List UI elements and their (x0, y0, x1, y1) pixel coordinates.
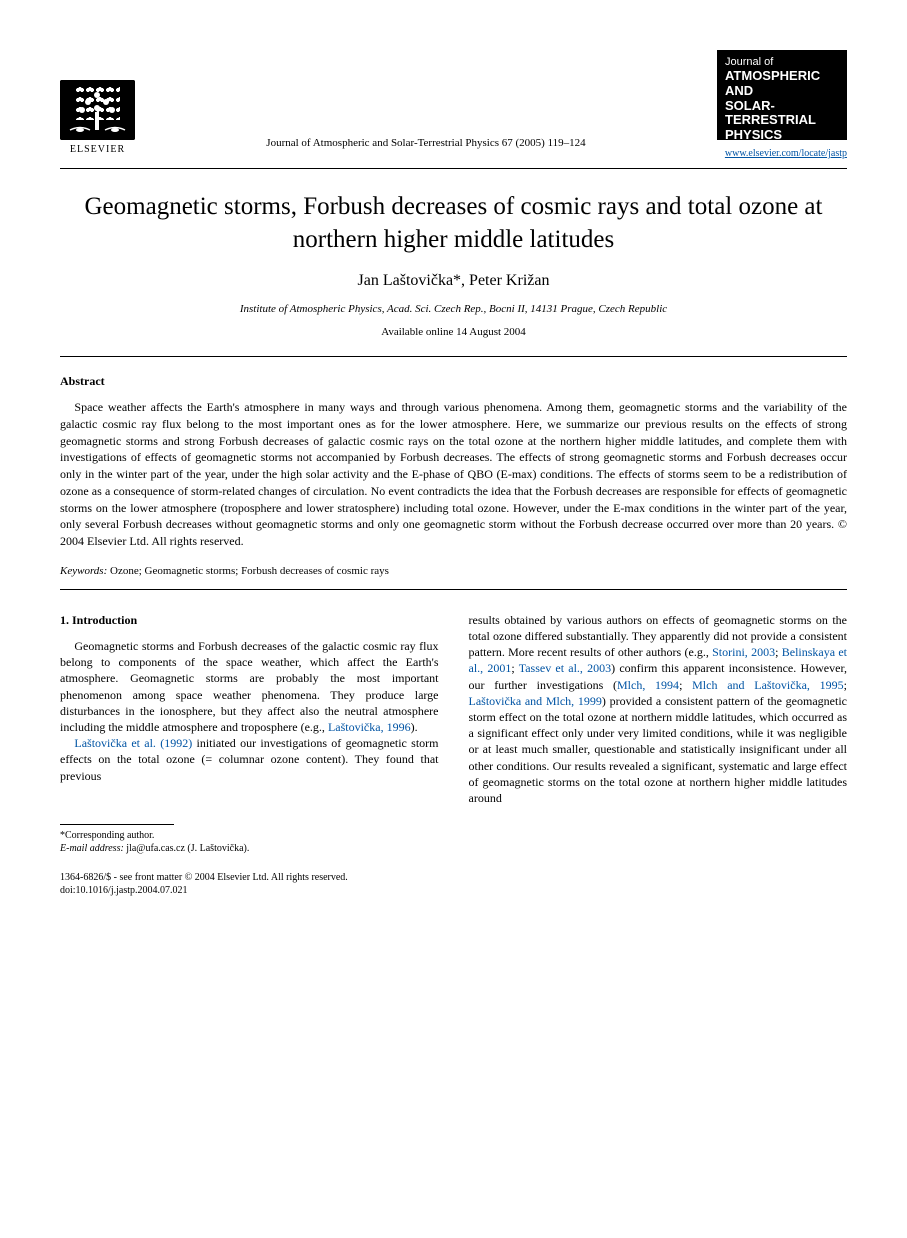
rp1-sep3: ; (679, 678, 692, 692)
right-paragraph-1: results obtained by various authors on e… (469, 612, 848, 806)
corresponding-author-footnote: *Corresponding author. (60, 829, 439, 842)
rp1-sep4: ; (844, 678, 847, 692)
journal-logo-container: Journal of ATMOSPHERIC AND SOLAR-TERREST… (717, 50, 847, 160)
intro-paragraph-1: Geomagnetic storms and Forbush decreases… (60, 638, 439, 735)
available-online-date: Available online 14 August 2004 (60, 325, 847, 340)
citation-lastovicka-mlch-1999[interactable]: Laštovička and Mlch, 1999 (469, 694, 602, 708)
citation-lastovicka-1996[interactable]: Laštovička, 1996 (328, 720, 411, 734)
author-list: Jan Laštovička*, Peter Križan (60, 270, 847, 292)
doi-line: doi:10.1016/j.jastp.2004.07.021 (60, 884, 847, 897)
publisher-name: ELSEVIER (60, 143, 135, 157)
publisher-logo: ELSEVIER (60, 80, 135, 160)
journal-logo-line1: Journal of (725, 56, 839, 69)
citation-tassev-2003[interactable]: Tassev et al., 2003 (519, 661, 611, 675)
keywords-line: Keywords: Ozone; Geomagnetic storms; For… (60, 564, 847, 579)
rp1-c: ) provided a consistent pattern of the g… (469, 694, 848, 805)
journal-logo-line3: SOLAR-TERRESTRIAL (725, 99, 839, 129)
abstract-heading: Abstract (60, 373, 847, 389)
citation-mlch-lastovicka-1995[interactable]: Mlch and Laštovička, 1995 (692, 678, 844, 692)
header-divider (60, 168, 847, 169)
citation-storini-2003[interactable]: Storini, 2003 (712, 645, 775, 659)
front-matter-line: 1364-6826/$ - see front matter © 2004 El… (60, 871, 847, 884)
journal-logo-line4: PHYSICS (725, 128, 839, 143)
journal-logo-line2: ATMOSPHERIC AND (725, 69, 839, 99)
email-address: jla@ufa.cas.cz (J. Laštovička). (126, 843, 249, 854)
article-title: Geomagnetic storms, Forbush decreases of… (60, 191, 847, 256)
body-columns: 1. Introduction Geomagnetic storms and F… (60, 612, 847, 855)
journal-url-link[interactable]: www.elsevier.com/locate/jastp (717, 147, 847, 161)
affiliation: Institute of Atmospheric Physics, Acad. … (60, 302, 847, 317)
page-header: ELSEVIER Journal of Atmospheric and Sola… (60, 50, 847, 160)
email-label: E-mail address: (60, 843, 124, 854)
rp1-sep2: ; (511, 661, 518, 675)
footnote-rule (60, 824, 174, 825)
elsevier-tree-icon (60, 80, 135, 140)
intro-paragraph-2: Laštovička et al. (1992) initiated our i… (60, 735, 439, 784)
title-bottom-divider (60, 356, 847, 357)
abstract-bottom-divider (60, 589, 847, 590)
journal-logo: Journal of ATMOSPHERIC AND SOLAR-TERREST… (717, 50, 847, 140)
rp1-sep1: ; (775, 645, 782, 659)
section-1-heading: 1. Introduction (60, 612, 439, 628)
citation-lastovicka-1992[interactable]: Laštovička et al. (1992) (74, 736, 192, 750)
email-footnote: E-mail address: jla@ufa.cas.cz (J. Lašto… (60, 842, 439, 855)
header-citation: Journal of Atmospheric and Solar-Terrest… (135, 136, 717, 161)
citation-mlch-1994[interactable]: Mlch, 1994 (617, 678, 679, 692)
right-column: results obtained by various authors on e… (469, 612, 848, 855)
keywords-label: Keywords: (60, 565, 107, 577)
keywords-list: Ozone; Geomagnetic storms; Forbush decre… (110, 565, 389, 577)
abstract-body: Space weather affects the Earth's atmosp… (60, 399, 847, 550)
p1-text-b: ). (411, 720, 418, 734)
left-column: 1. Introduction Geomagnetic storms and F… (60, 612, 439, 855)
